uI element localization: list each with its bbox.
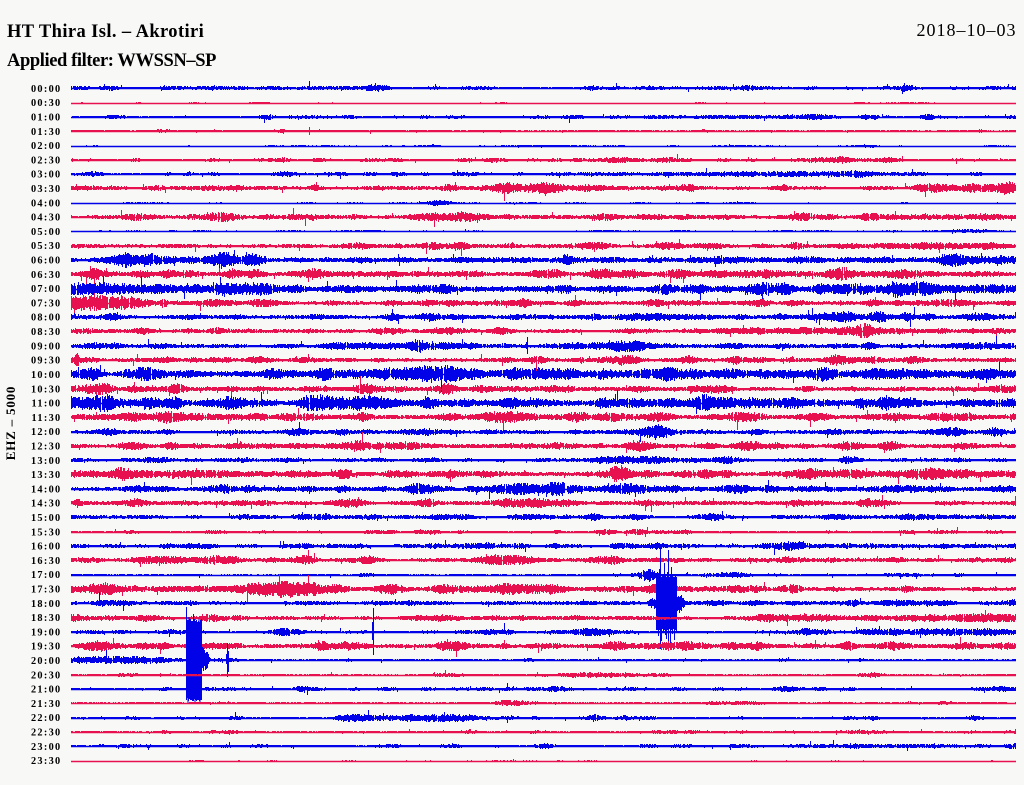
- svg-text:12:00: 12:00: [31, 427, 62, 438]
- svg-text:14:00: 14:00: [31, 484, 62, 495]
- svg-text:15:30: 15:30: [31, 527, 62, 538]
- svg-text:02:30: 02:30: [31, 155, 62, 166]
- svg-text:01:00: 01:00: [31, 113, 62, 124]
- svg-text:13:00: 13:00: [31, 456, 62, 467]
- svg-text:04:30: 04:30: [31, 213, 62, 224]
- svg-text:05:30: 05:30: [31, 241, 62, 252]
- svg-text:06:30: 06:30: [31, 270, 62, 281]
- svg-text:17:00: 17:00: [31, 570, 62, 581]
- svg-text:13:30: 13:30: [31, 470, 62, 481]
- svg-text:01:30: 01:30: [31, 127, 62, 138]
- svg-text:2018–10–03: 2018–10–03: [917, 20, 1017, 40]
- svg-text:08:00: 08:00: [31, 313, 62, 324]
- svg-text:22:30: 22:30: [31, 728, 62, 739]
- svg-text:20:30: 20:30: [31, 670, 62, 681]
- svg-text:17:30: 17:30: [31, 585, 62, 596]
- svg-text:15:00: 15:00: [31, 513, 62, 524]
- svg-text:23:00: 23:00: [31, 742, 62, 753]
- svg-text:04:00: 04:00: [31, 198, 62, 209]
- svg-text:18:30: 18:30: [31, 613, 62, 624]
- svg-text:18:00: 18:00: [31, 599, 62, 610]
- svg-text:10:00: 10:00: [31, 370, 62, 381]
- svg-text:07:30: 07:30: [31, 298, 62, 309]
- svg-text:00:30: 00:30: [31, 98, 62, 109]
- svg-text:11:30: 11:30: [32, 413, 62, 424]
- svg-text:22:00: 22:00: [31, 713, 62, 724]
- svg-text:03:00: 03:00: [31, 170, 62, 181]
- svg-text:14:30: 14:30: [31, 499, 62, 510]
- svg-text:05:00: 05:00: [31, 227, 62, 238]
- svg-text:00:00: 00:00: [31, 84, 62, 95]
- svg-text:EHZ – 5000: EHZ – 5000: [3, 386, 18, 460]
- svg-text:09:30: 09:30: [31, 356, 62, 367]
- svg-text:19:30: 19:30: [31, 642, 62, 653]
- svg-text:10:30: 10:30: [31, 384, 62, 395]
- svg-text:21:30: 21:30: [31, 699, 62, 710]
- svg-text:02:00: 02:00: [31, 141, 62, 152]
- svg-text:20:00: 20:00: [31, 656, 62, 667]
- svg-text:11:00: 11:00: [32, 399, 62, 410]
- svg-text:16:00: 16:00: [31, 542, 62, 553]
- svg-text:03:30: 03:30: [31, 184, 62, 195]
- svg-text:23:30: 23:30: [31, 756, 62, 767]
- svg-text:21:00: 21:00: [31, 685, 62, 696]
- svg-text:Applied filter: WWSSN–SP: Applied filter: WWSSN–SP: [7, 51, 216, 71]
- svg-text:HT Thira Isl. – Akrotiri: HT Thira Isl. – Akrotiri: [7, 22, 204, 42]
- svg-text:09:00: 09:00: [31, 341, 62, 352]
- svg-text:12:30: 12:30: [31, 442, 62, 453]
- svg-text:16:30: 16:30: [31, 556, 62, 567]
- svg-text:19:00: 19:00: [31, 627, 62, 638]
- svg-text:08:30: 08:30: [31, 327, 62, 338]
- svg-text:06:00: 06:00: [31, 256, 62, 267]
- svg-text:07:00: 07:00: [31, 284, 62, 295]
